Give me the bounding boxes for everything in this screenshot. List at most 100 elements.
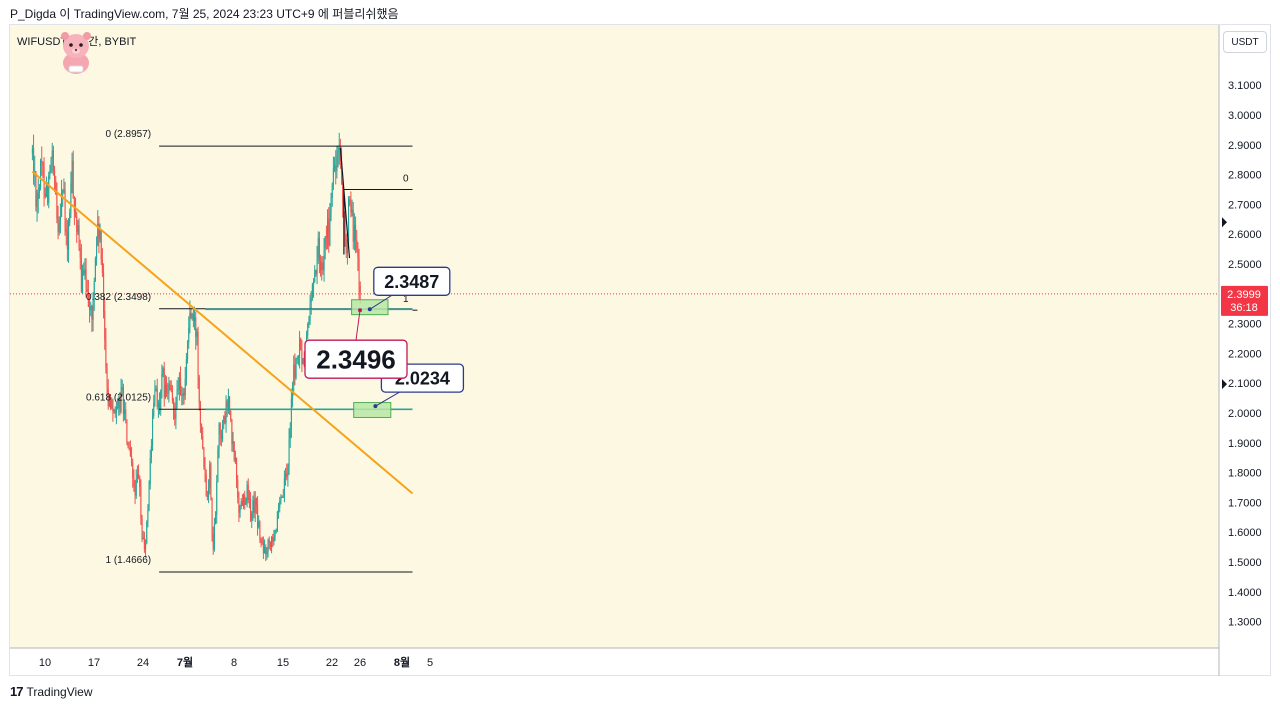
candle-body: [294, 364, 296, 378]
price-tick-label: 2.2000: [1228, 348, 1262, 360]
candle-body: [271, 537, 273, 548]
candle-body: [182, 393, 184, 396]
candle-body: [213, 524, 215, 550]
candle-body: [227, 396, 229, 408]
candle-body: [264, 547, 266, 553]
time-tick-label: 17: [88, 657, 100, 669]
candle-body: [293, 364, 295, 385]
candle-body: [196, 332, 198, 337]
candle-body: [84, 269, 86, 275]
candle-body: [201, 425, 203, 437]
candle-body: [245, 498, 247, 505]
candle-body: [99, 231, 101, 239]
candle-body: [233, 441, 235, 461]
candle-body: [177, 389, 179, 391]
candle-body: [316, 257, 318, 274]
candle-body: [106, 368, 108, 390]
candle-body: [335, 165, 337, 172]
candle-body: [127, 441, 129, 449]
candle-body: [197, 332, 199, 377]
candle-body: [279, 500, 281, 508]
candle-body: [289, 428, 291, 439]
candle-body: [176, 389, 178, 406]
candle-body: [183, 393, 185, 396]
candle-body: [124, 409, 126, 414]
time-tick-label: 8월: [394, 655, 410, 669]
candle-body: [76, 216, 78, 233]
footer-brand[interactable]: 17 TradingView: [10, 684, 93, 699]
candle-body: [351, 209, 353, 213]
candle-body: [52, 150, 54, 171]
candle-body: [184, 378, 186, 396]
candle-body: [97, 223, 99, 246]
callout-anchor-dot: [373, 404, 378, 409]
candle-body: [237, 479, 239, 498]
candle-body: [40, 160, 42, 188]
candle-body: [352, 209, 354, 242]
tradingview-logo-icon: 17: [10, 684, 24, 699]
callout-label: 2.0234: [395, 369, 450, 389]
candle-body: [125, 409, 127, 421]
candle-body: [198, 376, 200, 403]
candle-body: [134, 486, 136, 496]
candle-body: [286, 473, 288, 477]
candle-body: [90, 306, 92, 310]
candle-body: [135, 479, 137, 496]
candle-body: [300, 338, 302, 350]
candle-body: [321, 262, 323, 271]
candle-body: [70, 183, 72, 213]
candle-body: [141, 519, 143, 540]
candle-body: [153, 403, 155, 416]
candle-body: [136, 474, 138, 480]
candle-body: [174, 413, 176, 419]
candle-body: [313, 281, 315, 285]
candle-body: [163, 368, 165, 398]
candle-body: [117, 407, 119, 409]
candle-body: [77, 225, 79, 233]
candle-body: [217, 449, 219, 483]
candle-body: [86, 288, 88, 292]
pink-mascot-avatar-icon: [61, 32, 91, 74]
footer-brand-text: TradingView: [26, 684, 93, 699]
candle-body: [337, 149, 339, 156]
candle-body: [178, 377, 180, 390]
candle-body: [132, 462, 134, 478]
time-tick-label: 26: [354, 657, 366, 669]
candle-body: [243, 495, 245, 506]
price-tick-label: 2.0000: [1228, 408, 1262, 420]
candle-body: [159, 402, 161, 410]
candle-body: [302, 358, 304, 365]
candle-body: [222, 423, 224, 439]
candle-body: [255, 498, 257, 505]
candle-body: [41, 160, 43, 163]
candle-body: [274, 531, 276, 537]
currency-button[interactable]: USDT: [1223, 31, 1267, 53]
callout-box: [373, 266, 451, 296]
candle-body: [278, 507, 280, 512]
candle-body: [246, 484, 248, 499]
candle-body: [192, 314, 194, 321]
candle-body: [111, 400, 113, 409]
candle-body: [324, 236, 326, 248]
candle-body: [224, 416, 226, 423]
candle-body: [58, 223, 60, 233]
candle-body: [314, 269, 316, 282]
candle-body: [327, 218, 329, 238]
candle-body: [140, 487, 142, 520]
candle-body: [55, 180, 57, 195]
price-tick-label: 1.3000: [1228, 617, 1262, 629]
candle-body: [56, 194, 58, 219]
candle-body: [320, 261, 322, 271]
candle-body: [232, 441, 234, 444]
candle-body: [190, 312, 192, 318]
candle-body: [37, 192, 39, 199]
candle-body: [83, 270, 85, 275]
plot-background: [10, 25, 1219, 648]
candle-body: [219, 423, 221, 435]
candle-body: [131, 455, 133, 463]
candle-body: [129, 448, 131, 456]
candle-body: [45, 183, 47, 197]
candle-body: [311, 284, 313, 299]
candle-body: [112, 400, 114, 412]
